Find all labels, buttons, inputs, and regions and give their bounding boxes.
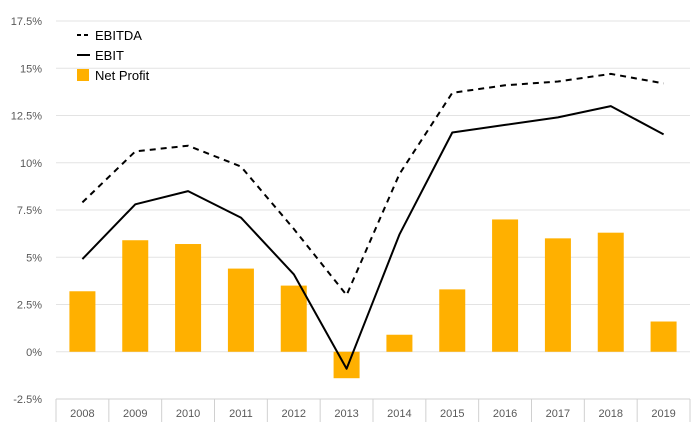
x-tick-label: 2013 [334,408,358,420]
gridlines [56,20,690,400]
x-tick-label: 2008 [70,408,94,420]
x-tick-label: 2017 [546,408,570,420]
net-profit-bar [492,219,519,352]
net-profit-bar [650,321,677,352]
legend: EBITDA EBIT Net Profit [77,28,150,83]
x-tick-label: 2014 [387,408,411,420]
y-tick-label: 2.5% [17,300,42,312]
legend-net-profit-symbol [77,69,89,81]
net-profit-bar [439,289,466,352]
x-tick-label: 2015 [440,408,464,420]
y-tick-label: 10% [20,158,42,170]
x-axis: 2008 2009 2010 2011 2012 2013 2014 2015 2016 2017… [55,398,691,422]
net-profit-bar [175,244,202,352]
y-tick-label: 0% [26,347,42,359]
x-tick-label: 2012 [282,408,306,420]
legend-ebitda-label: EBITDA [95,28,142,43]
y-tick-label: 5% [26,252,42,264]
x-tick-label: 2018 [599,408,623,420]
x-tick-label: 2010 [176,408,200,420]
ebitda-line [81,72,664,297]
net-profit-bar [227,268,254,352]
net-profit-bar [386,334,413,352]
net-profit-bar [69,291,96,352]
x-tick-label: 2011 [229,408,253,420]
y-tick-label: -2.5% [13,394,42,406]
line-series [81,72,665,370]
legend-ebit-label: EBIT [95,48,124,63]
legend-net-profit-label: Net Profit [95,68,150,83]
y-tick-label: 15% [20,63,42,75]
net-profit-bar [280,285,307,352]
x-tick-label: 2009 [123,408,147,420]
net-profit-bar [544,238,571,352]
y-tick-label: 17.5% [11,16,42,28]
net-profit-bar [122,240,149,352]
net-profit-bars [69,219,677,379]
y-tick-label: 7.5% [17,205,42,217]
net-profit-bar [597,232,624,352]
x-tick-label: 2016 [493,408,517,420]
ebit-line [81,105,665,370]
net-profit-bar [333,351,360,379]
x-tick-label: 2019 [651,408,675,420]
y-tick-label: 12.5% [11,111,42,123]
y-axis-labels: 17.5% 15% 12.5% 10% 7.5% 5% 2.5% 0% -2.5% [11,16,42,406]
